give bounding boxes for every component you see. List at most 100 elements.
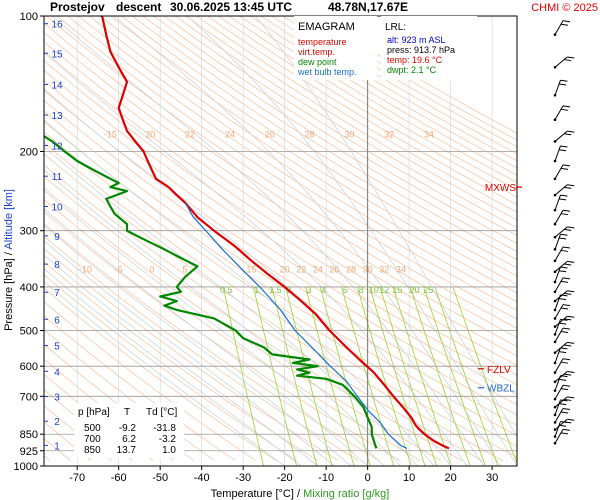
dry-adiabat [44, 79, 517, 396]
wind-barb-flag [564, 228, 572, 231]
dry-adiabat [44, 261, 318, 461]
wind-barb-staff [554, 290, 568, 302]
wind-barb-staff [554, 327, 564, 343]
lrl-dwpt: dwpt: 2.1 °C [387, 65, 437, 75]
wind-barb-dot [553, 118, 557, 122]
dry-adiabat-label: 30 [344, 129, 354, 139]
wind-barb-dot [553, 65, 557, 69]
dry-adiabat-label: 22 [185, 129, 195, 139]
wind-barb-dot [553, 361, 557, 365]
dry-adiabat [99, 16, 517, 286]
datetime: 30.06.2025 13:45 UTC [170, 0, 292, 14]
summary-table-bg [74, 403, 184, 458]
dry-adiabat [153, 16, 517, 244]
dry-adiabat [142, 16, 517, 252]
km-tick-label: 1 [54, 441, 60, 452]
dry-adiabat [44, 343, 195, 461]
dry-adiabat [89, 16, 517, 294]
wind-barb-flag [560, 167, 569, 170]
wind-barb-staff [554, 421, 561, 437]
x-tick-label: 30 [486, 472, 498, 484]
dry-adiabat [271, 16, 517, 162]
wind-barb-flag [560, 79, 568, 82]
wind-barb-flag [560, 307, 569, 310]
dry-adiabat [44, 120, 517, 437]
km-tick-label: 16 [51, 20, 63, 31]
wind-barb-staff [554, 56, 568, 68]
wind-barb-flag [562, 277, 571, 280]
wind-barb-flag [564, 59, 572, 62]
wind-barb-staff [554, 266, 561, 283]
dry-adiabat [175, 16, 517, 229]
wind-barb-staff [554, 315, 568, 327]
wind-barb-dot [553, 193, 557, 197]
lrl-title: LRL: [385, 22, 406, 33]
wind-barb-flag [559, 378, 567, 381]
mixing-ratio-label: 8 [359, 285, 364, 295]
wind-barb-flag [560, 145, 568, 148]
wind-barb-staff [554, 130, 568, 142]
dry-adiabat [44, 248, 339, 461]
dry-adiabat [293, 16, 517, 148]
wind-barb-flag [559, 403, 567, 406]
wind-barb-dot [553, 428, 557, 431]
dry-adiabat-label: -10 [79, 265, 92, 275]
wind-barb-flag [564, 186, 572, 189]
p-tick-label: 700 [20, 391, 38, 403]
legend-box [294, 16, 377, 80]
wind-barb-flag [559, 424, 567, 427]
wind-barb-dot [553, 248, 557, 251]
km-tick-label: 4 [54, 367, 60, 378]
p-tick-label: 925 [20, 446, 38, 458]
wind-barb-staff [554, 371, 568, 383]
wind-barb-flag [564, 398, 572, 401]
wind-barb-flag [562, 358, 571, 361]
wind-barb-flag [562, 304, 571, 307]
wind-barb-flag [560, 331, 569, 334]
moist-adiabat [113, 16, 501, 466]
mixing-ratio-label: 25 [423, 285, 433, 295]
level-label-wbzl: WBZL [487, 384, 515, 395]
wind-barb-flag [567, 184, 575, 187]
wind-barb-flag [559, 322, 567, 325]
x-axis-title: Temperature [°C] / Mixing ratio [g/kg] [211, 488, 390, 500]
wind-barb-flag [567, 260, 575, 263]
wind-barb-dot [553, 380, 557, 384]
temperature-line [101, 16, 450, 450]
wind-barb-dot [553, 308, 557, 312]
dry-adiabat [44, 22, 517, 338]
dry-adiabat [44, 373, 154, 461]
wind-barb-flag [559, 237, 567, 240]
wind-barb-staff [554, 145, 561, 162]
wind-barb-flag [560, 388, 569, 391]
wind-barb-dot [553, 280, 557, 284]
mixing-ratio-label: 20 [410, 285, 420, 295]
wind-barb-staff [554, 384, 564, 400]
x-tick-label: -10 [318, 472, 334, 484]
legend-wet-bulb: wet bulb temp. [297, 67, 357, 77]
table-cell: -31.8 [153, 423, 176, 434]
x-tick-label: 0 [365, 472, 371, 484]
wind-barb-staff [554, 184, 568, 196]
level-label-fzlv: FZLV [487, 365, 511, 376]
profile-mode: descent [116, 0, 161, 14]
dry-adiabat-label: 24 [313, 265, 323, 275]
wind-barb-flag [567, 341, 575, 344]
wind-barb-flag [562, 209, 571, 212]
wind-barb-dot [553, 299, 557, 303]
dry-adiabat [44, 274, 298, 461]
mixing-ratio-line [319, 286, 371, 466]
wind-barb-flag [560, 108, 569, 111]
km-tick-label: 8 [54, 260, 60, 271]
wind-barb-staff [554, 20, 564, 35]
table-cell: 500 [84, 423, 101, 434]
dry-adiabat-label: 34 [424, 129, 434, 139]
dry-adiabat [56, 16, 517, 320]
wind-barb-flag [560, 213, 569, 216]
dry-adiabat [207, 16, 517, 206]
wind-barb-flag [564, 292, 572, 295]
wind-barb-dot [553, 351, 557, 354]
x-tick-label: -70 [69, 472, 85, 484]
dry-adiabat [282, 16, 517, 155]
